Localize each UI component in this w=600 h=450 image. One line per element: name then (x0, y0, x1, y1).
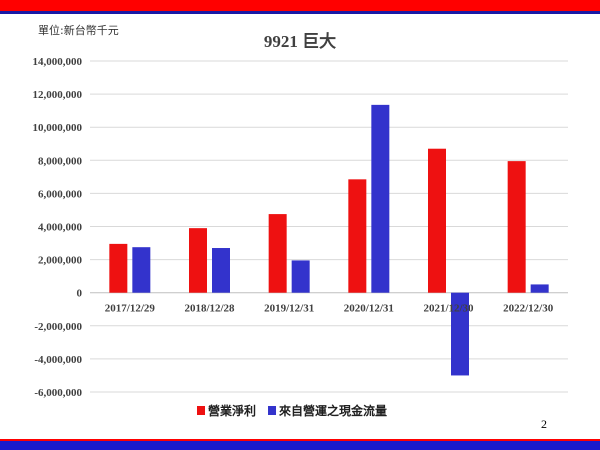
x-tick-label: 2021/12/30 (423, 303, 474, 315)
x-tick-label: 2022/12/30 (503, 303, 554, 315)
legend-label: 營業淨利 (208, 403, 256, 418)
bar-operating-cash-flow (371, 104, 390, 293)
legend-label: 來自營運之現金流量 (279, 403, 387, 418)
x-tick-label: 2020/12/31 (344, 303, 394, 315)
bar-operating-income (348, 179, 367, 293)
y-tick-label: 10,000,000 (33, 122, 83, 134)
y-tick-label: 12,000,000 (33, 89, 83, 101)
x-tick-label: 2019/12/31 (264, 303, 314, 315)
y-tick-label: 4,000,000 (38, 222, 83, 234)
x-tick-label: 2017/12/29 (105, 303, 156, 315)
bottom-blue-band (0, 441, 600, 450)
y-tick-label: -2,000,000 (34, 321, 82, 333)
page-number: 2 (541, 417, 547, 431)
unit-note: 單位:新台幣千元 (38, 24, 119, 37)
bar-operating-cash-flow (530, 284, 549, 293)
bar-operating-income (507, 161, 526, 293)
grid-lines (90, 60, 568, 393)
y-tick-label: 2,000,000 (38, 255, 83, 267)
bar-operating-income (268, 214, 287, 293)
bar-operating-cash-flow (132, 247, 151, 293)
y-tick-label: 8,000,000 (38, 155, 83, 167)
bar-operating-cash-flow (212, 248, 230, 293)
x-tick-label: 2018/12/28 (184, 303, 235, 315)
bar-operating-income (189, 228, 207, 293)
chart-title: 9921 巨大 (264, 31, 336, 51)
y-tick-label: 14,000,000 (33, 56, 83, 68)
top-blue-line (0, 11, 600, 14)
y-tick-label: 6,000,000 (38, 188, 83, 200)
y-axis-tick-labels: 14,000,000 12,000,000 10,000,000 8,000,000 6… (33, 56, 83, 399)
bar-operating-income (428, 148, 446, 293)
top-red-band (0, 0, 600, 11)
bar-operating-cash-flow (291, 260, 310, 293)
y-tick-label: 0 (77, 288, 83, 300)
bar-operating-income (109, 243, 128, 293)
y-tick-label: -4,000,000 (34, 354, 82, 366)
bar-operating-cash-flow (451, 292, 469, 376)
x-axis-tick-labels: 2017/12/29 2018/12/28 2019/12/31 2020/12/31… (105, 303, 554, 315)
legend: 營業淨利 來自營運之現金流量 (197, 403, 387, 418)
legend-swatch (197, 406, 205, 415)
bars (109, 104, 549, 376)
legend-swatch (268, 406, 277, 415)
y-tick-label: -6,000,000 (34, 387, 82, 399)
bottom-red-line (0, 439, 600, 441)
